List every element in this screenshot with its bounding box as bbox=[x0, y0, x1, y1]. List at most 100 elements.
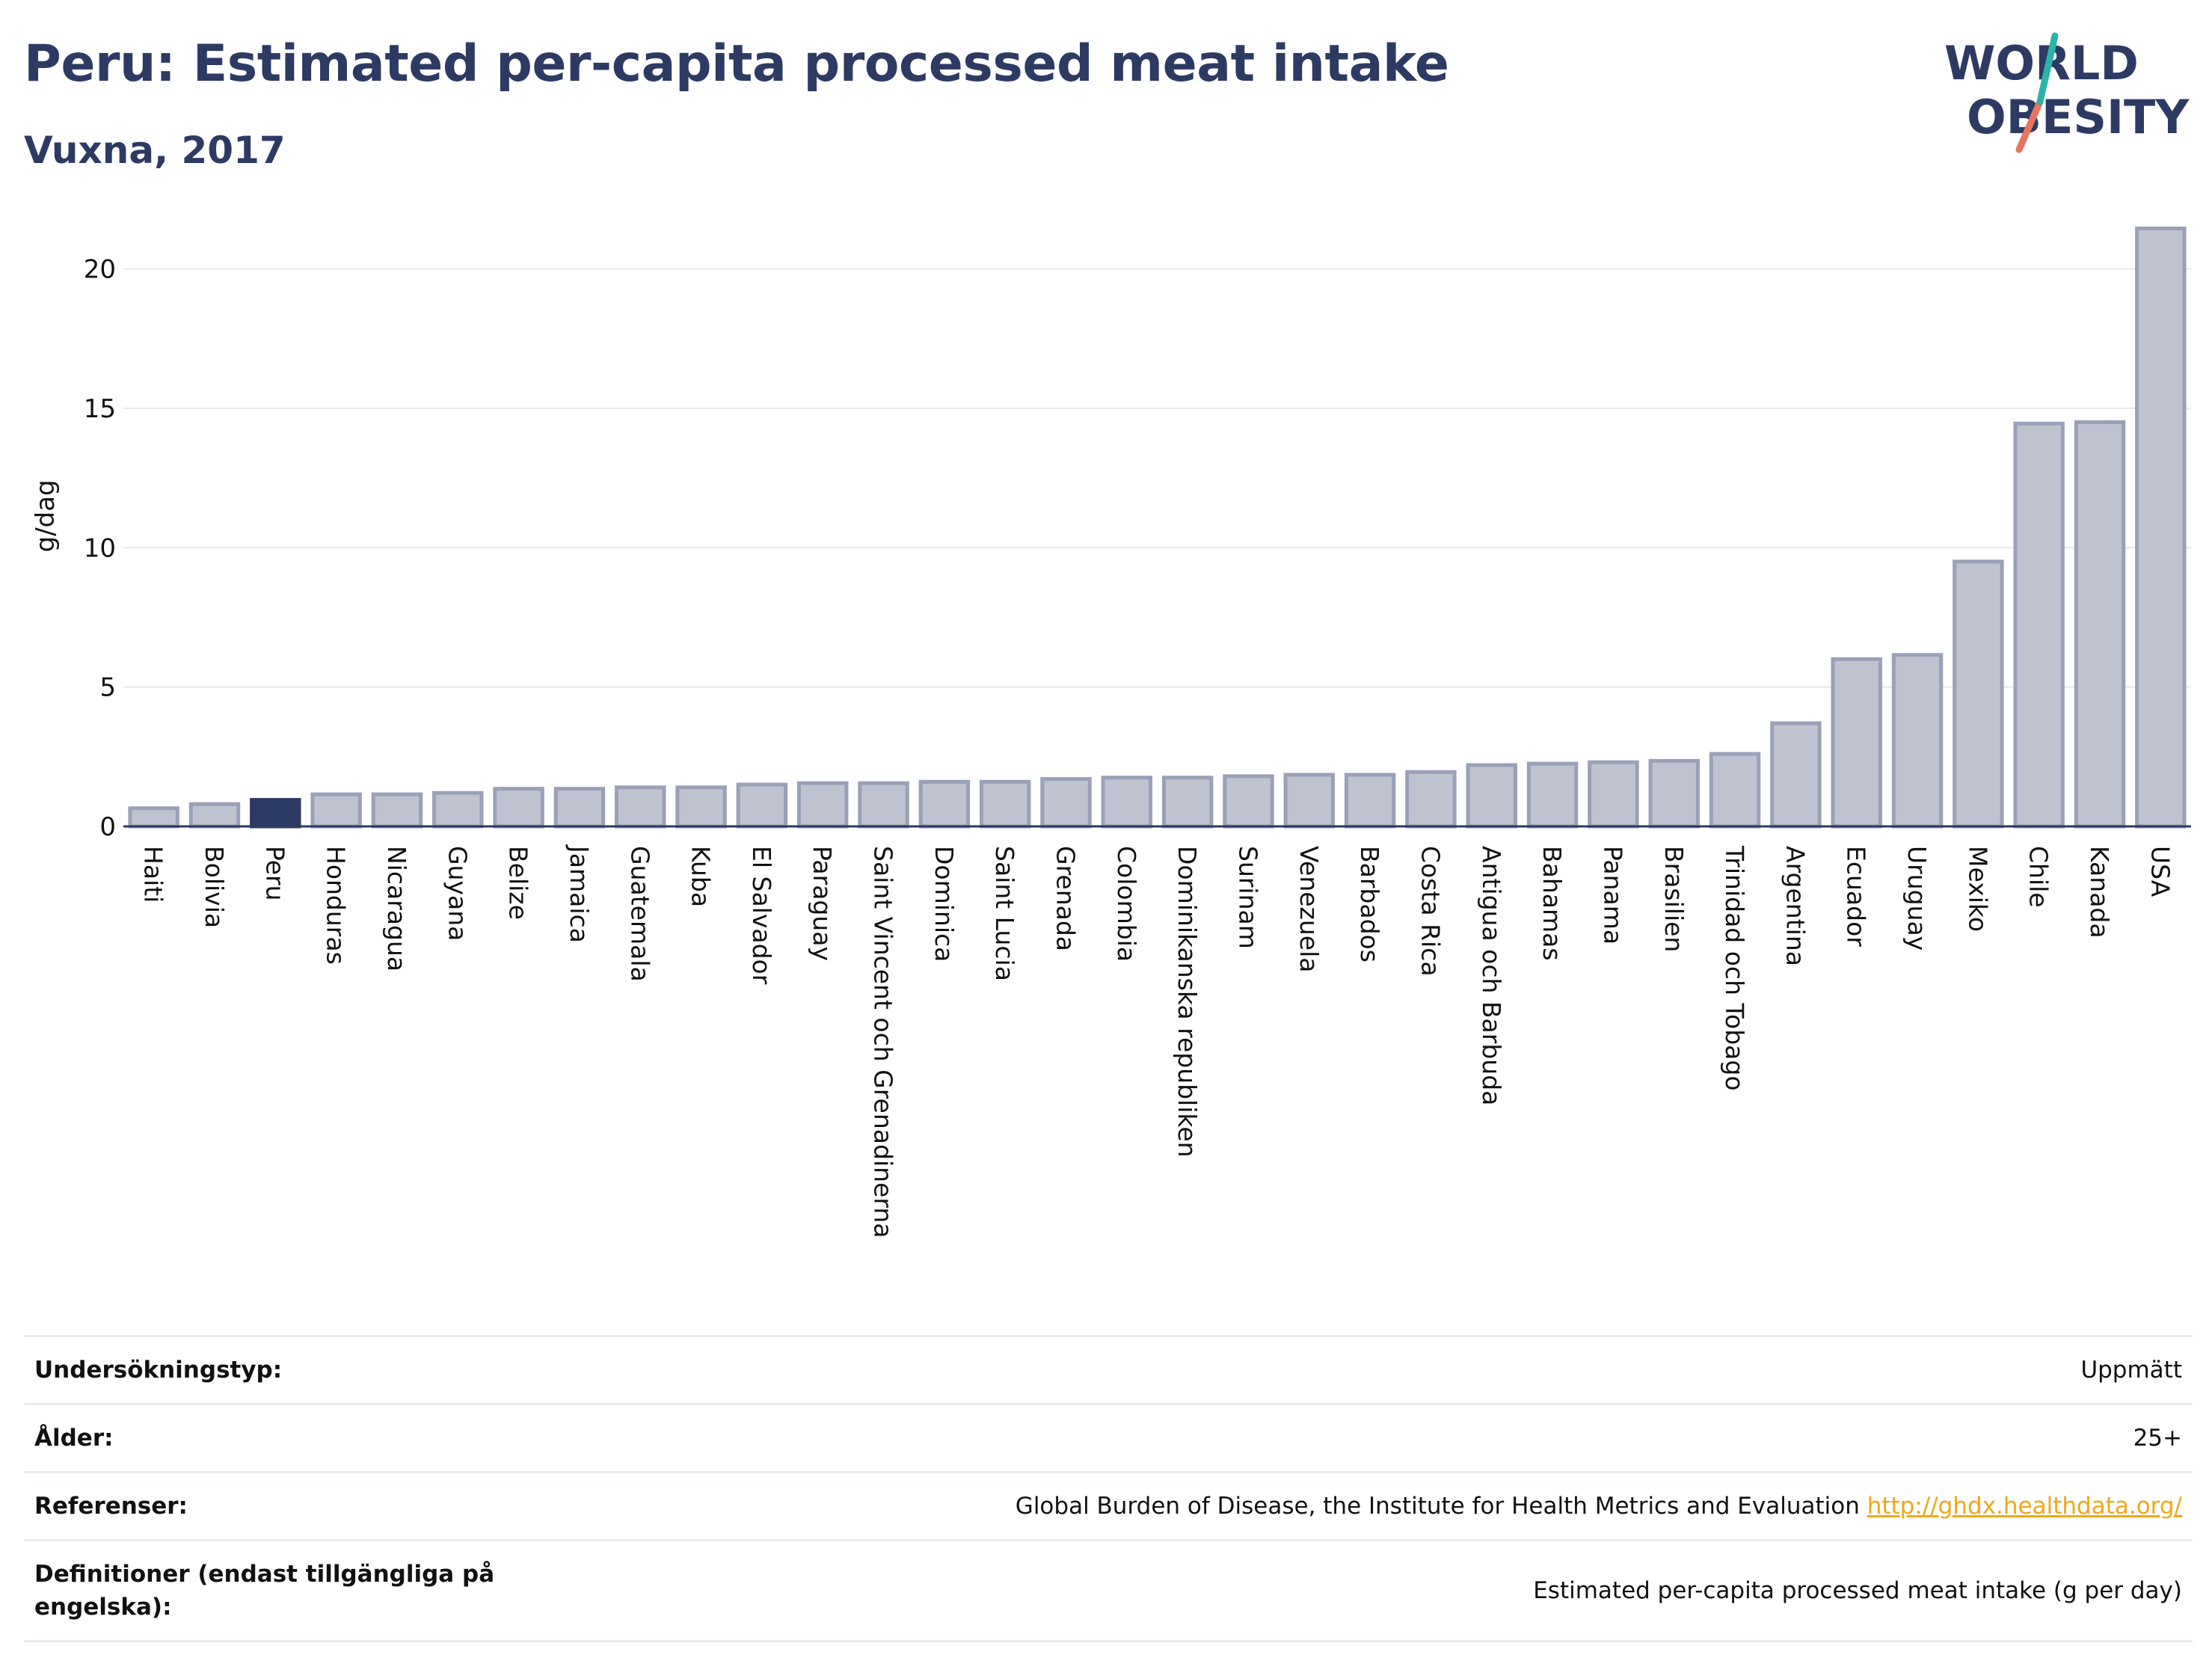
x-tick-label: Venezuela bbox=[1294, 846, 1324, 972]
bar-el-salvador[interactable] bbox=[736, 782, 788, 829]
x-tick-label: Honduras bbox=[322, 846, 351, 965]
x-tick-label: Ecuador bbox=[1842, 846, 1871, 947]
logo-text-line2: OBESITY bbox=[1967, 90, 2190, 144]
bar-trinidad-och-tobago[interactable] bbox=[1709, 752, 1761, 829]
meta-label: Ålder: bbox=[34, 1425, 114, 1452]
x-tick-labels: Haiti Bolivia Peru Honduras Nicaragua Guyana B… bbox=[139, 844, 2175, 1238]
y-tick-label: 10 bbox=[84, 533, 116, 563]
bars bbox=[123, 227, 2191, 829]
meta-value: 25+ bbox=[2133, 1425, 2182, 1452]
x-tick-label: Kuba bbox=[686, 846, 716, 907]
x-tick-label: Panama bbox=[1598, 846, 1627, 945]
x-tick-label: Guyana bbox=[443, 846, 472, 941]
meta-row-definitions: Definitioner (endast tillgängliga på eng… bbox=[24, 1540, 2193, 1642]
chart-subtitle: Vuxna, 2017 bbox=[24, 129, 286, 172]
y-axis-label: g/dag bbox=[31, 479, 61, 552]
x-tick-label: Saint Vincent och Grenadinerna bbox=[869, 846, 898, 1238]
bar-dominica[interactable] bbox=[918, 779, 971, 829]
bar-bahamas[interactable] bbox=[1526, 761, 1579, 829]
bar-antigua-och-barbuda[interactable] bbox=[1466, 763, 1517, 829]
x-tick-label: Mexiko bbox=[1963, 846, 1992, 932]
y-tick-label: 5 bbox=[99, 673, 116, 703]
meta-value: Estimated per-capita processed meat inta… bbox=[1533, 1577, 2182, 1604]
x-tick-label: Belize bbox=[504, 846, 533, 920]
x-tick-label: Uruguay bbox=[1902, 846, 1932, 951]
y-tick-labels: 0 5 10 15 20 bbox=[84, 255, 116, 842]
x-tick-label: Saint Lucia bbox=[990, 846, 1019, 981]
x-tick-label: Surinam bbox=[1233, 846, 1262, 949]
x-tick-label: Dominikanska republiken bbox=[1173, 846, 1202, 1158]
bar-honduras[interactable] bbox=[310, 792, 362, 829]
bar-dominikanska-republiken[interactable] bbox=[1161, 776, 1214, 829]
x-tick-label: Dominica bbox=[930, 846, 959, 962]
bar-guatemala[interactable] bbox=[615, 785, 666, 829]
x-tick-label: Jamaica bbox=[565, 844, 594, 943]
grid-lines bbox=[123, 268, 2191, 688]
x-tick-label: Barbados bbox=[1355, 846, 1384, 962]
x-tick-label: USA bbox=[2145, 846, 2175, 897]
meta-label: Undersökningstyp: bbox=[34, 1357, 283, 1384]
x-tick-label: Kanada bbox=[2085, 846, 2114, 939]
bar-nicaragua[interactable] bbox=[371, 792, 423, 829]
bar-haiti[interactable] bbox=[128, 806, 179, 829]
x-tick-label: Antigua och Barbuda bbox=[1477, 846, 1506, 1105]
bar-surinam[interactable] bbox=[1223, 774, 1274, 829]
bar-ecuador[interactable] bbox=[1831, 657, 1882, 829]
world-obesity-logo: WORLD OBESITY bbox=[1944, 32, 2190, 153]
bar-costa-rica[interactable] bbox=[1405, 770, 1457, 829]
bar-mexiko[interactable] bbox=[1953, 559, 2004, 829]
bar-colombia[interactable] bbox=[1101, 776, 1153, 829]
bar-guyana[interactable] bbox=[432, 790, 484, 829]
chart-title: Peru: Estimated per-capita processed mea… bbox=[24, 34, 1449, 93]
x-tick-label: Peru bbox=[260, 846, 289, 901]
bar-peru[interactable] bbox=[250, 798, 301, 829]
x-tick-label: Nicaragua bbox=[382, 846, 411, 971]
bar-usa[interactable] bbox=[2135, 227, 2187, 829]
bar-brasilien[interactable] bbox=[1648, 758, 1700, 829]
bar-chile[interactable] bbox=[2013, 421, 2065, 829]
bar-saint-lucia[interactable] bbox=[979, 779, 1031, 829]
meta-row-age: Ålder: 25+ bbox=[24, 1404, 2193, 1473]
meta-row-references: Referenser: Global Burden of Disease, th… bbox=[24, 1472, 2193, 1541]
bar-grenada[interactable] bbox=[1040, 777, 1092, 829]
meta-value: Global Burden of Disease, the Institute … bbox=[1015, 1493, 1860, 1520]
x-tick-label: Bahamas bbox=[1537, 846, 1567, 961]
meta-value: Uppmätt bbox=[2080, 1357, 2182, 1384]
bar-uruguay[interactable] bbox=[1891, 653, 1944, 829]
meta-value-container: Global Burden of Disease, the Institute … bbox=[509, 1473, 2193, 1541]
x-tick-label: Argentina bbox=[1781, 846, 1810, 966]
x-tick-label: Trinidad och Tobago bbox=[1720, 845, 1749, 1091]
bar-panama[interactable] bbox=[1588, 760, 1639, 829]
bar-bolivia[interactable] bbox=[188, 802, 241, 829]
meta-label: Definitioner (endast tillgängliga på eng… bbox=[34, 1561, 495, 1621]
x-tick-label: Paraguay bbox=[808, 846, 837, 961]
y-tick-label: 0 bbox=[99, 812, 116, 842]
bar-venezuela[interactable] bbox=[1283, 773, 1336, 829]
bar-argentina[interactable] bbox=[1770, 721, 1822, 829]
reference-link[interactable]: http://ghdx.healthdata.org/ bbox=[1867, 1493, 2182, 1520]
bar-paraguay[interactable] bbox=[797, 781, 849, 829]
meta-row-survey-type: Undersökningstyp: Uppmätt bbox=[24, 1336, 2193, 1404]
logo-slash-coral bbox=[2015, 98, 2044, 153]
bar-kanada[interactable] bbox=[2074, 420, 2126, 829]
x-tick-label: Colombia bbox=[1112, 846, 1141, 962]
bar-kuba[interactable] bbox=[675, 785, 727, 829]
y-tick-label: 15 bbox=[84, 394, 116, 424]
x-tick-label: Chile bbox=[2024, 846, 2053, 908]
bar-saint-vincent-och-grenadinerna[interactable] bbox=[858, 781, 909, 829]
x-tick-label: Costa Rica bbox=[1416, 846, 1445, 977]
x-tick-label: Brasilien bbox=[1659, 846, 1689, 952]
bar-belize[interactable] bbox=[493, 787, 544, 829]
bar-barbados[interactable] bbox=[1344, 773, 1396, 829]
x-tick-label: El Salvador bbox=[747, 846, 776, 985]
x-tick-label: Grenada bbox=[1051, 846, 1081, 951]
metadata-table: Undersökningstyp: Uppmätt Ålder: 25+ Ref… bbox=[24, 1335, 2193, 1642]
x-tick-label: Haiti bbox=[139, 846, 168, 903]
y-tick-label: 20 bbox=[84, 255, 116, 285]
bar-chart: 0 5 10 15 20 Haiti Bolivia Peru Honduras Nicarag… bbox=[31, 227, 2191, 1238]
x-tick-label: Bolivia bbox=[200, 846, 229, 928]
x-tick-label: Guatemala bbox=[625, 846, 654, 982]
bar-jamaica[interactable] bbox=[553, 787, 606, 829]
meta-label: Referenser: bbox=[34, 1493, 188, 1520]
logo-slash-teal bbox=[2036, 32, 2059, 105]
